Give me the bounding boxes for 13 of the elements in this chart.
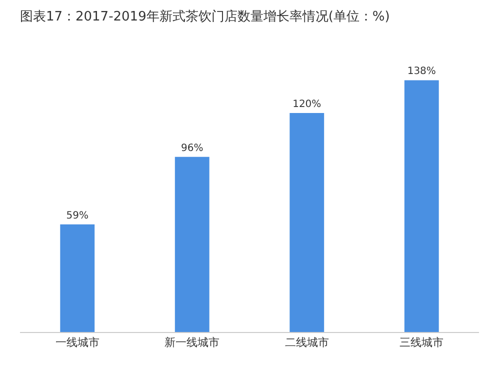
x-tick-label: 一线城市 <box>55 336 100 350</box>
bar <box>404 80 439 332</box>
x-tick-label: 二线城市 <box>284 336 329 350</box>
x-tick-label: 新一线城市 <box>164 336 220 350</box>
bar <box>174 156 210 332</box>
data-label: 138% <box>407 66 436 78</box>
data-label: 96% <box>181 142 204 154</box>
data-label: 59% <box>66 210 88 222</box>
data-label: 120% <box>292 99 322 110</box>
chart-title: 图表17：2017-2019年新式茶饮门店数量增长率情况(单位：%) <box>20 8 390 25</box>
x-tick-label: 三线城市 <box>400 336 444 350</box>
bar <box>290 113 324 332</box>
bar <box>60 224 95 332</box>
